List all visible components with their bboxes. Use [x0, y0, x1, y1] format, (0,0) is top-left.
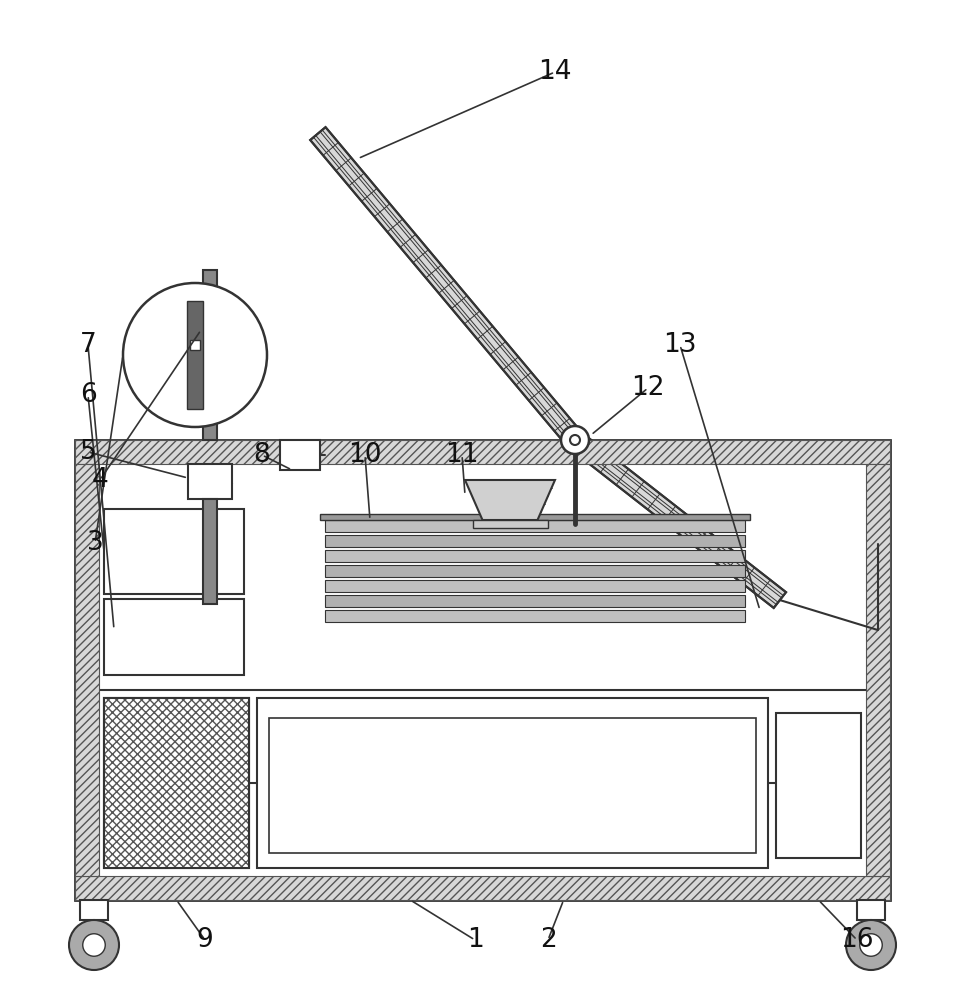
- Bar: [320, 514, 750, 520]
- Bar: [325, 580, 745, 592]
- Text: 6: 6: [80, 382, 96, 408]
- Text: 13: 13: [664, 332, 697, 358]
- Text: 9: 9: [197, 927, 213, 953]
- Text: 4: 4: [92, 467, 108, 493]
- Circle shape: [860, 934, 882, 956]
- Bar: [325, 610, 745, 622]
- Bar: [203, 499, 217, 604]
- Text: 11: 11: [445, 442, 479, 468]
- Bar: [104, 698, 249, 868]
- Text: 10: 10: [348, 442, 382, 468]
- Text: 1: 1: [467, 927, 483, 953]
- Bar: [75, 464, 99, 876]
- Text: 12: 12: [631, 375, 665, 401]
- Bar: [325, 535, 745, 547]
- Bar: [80, 900, 108, 920]
- Bar: [310, 127, 583, 446]
- Text: 3: 3: [86, 530, 104, 556]
- Bar: [866, 464, 890, 876]
- Bar: [104, 698, 249, 868]
- Bar: [776, 713, 861, 858]
- Text: 16: 16: [840, 927, 874, 953]
- Bar: [190, 340, 200, 350]
- Bar: [325, 520, 745, 532]
- Polygon shape: [465, 480, 555, 520]
- Circle shape: [570, 435, 580, 445]
- Circle shape: [123, 283, 267, 427]
- Circle shape: [82, 934, 105, 956]
- Bar: [188, 464, 232, 499]
- Bar: [104, 509, 244, 594]
- Bar: [203, 270, 217, 440]
- Bar: [569, 432, 786, 608]
- Bar: [325, 565, 745, 577]
- Bar: [257, 698, 768, 868]
- Bar: [104, 698, 249, 868]
- Text: 7: 7: [80, 332, 96, 358]
- Bar: [75, 876, 890, 900]
- Bar: [269, 718, 756, 853]
- Bar: [857, 900, 885, 920]
- Bar: [310, 127, 583, 446]
- Bar: [75, 440, 890, 900]
- Text: 5: 5: [80, 439, 96, 465]
- Circle shape: [69, 920, 119, 970]
- Bar: [187, 301, 203, 409]
- Circle shape: [846, 920, 896, 970]
- Bar: [325, 550, 745, 562]
- Bar: [473, 520, 548, 528]
- Bar: [569, 432, 786, 608]
- Bar: [325, 595, 745, 607]
- Bar: [75, 440, 890, 464]
- Text: 2: 2: [540, 927, 556, 953]
- Text: 8: 8: [253, 442, 270, 468]
- Bar: [104, 599, 244, 675]
- Bar: [280, 440, 320, 470]
- Circle shape: [561, 426, 589, 454]
- Text: 14: 14: [538, 59, 572, 85]
